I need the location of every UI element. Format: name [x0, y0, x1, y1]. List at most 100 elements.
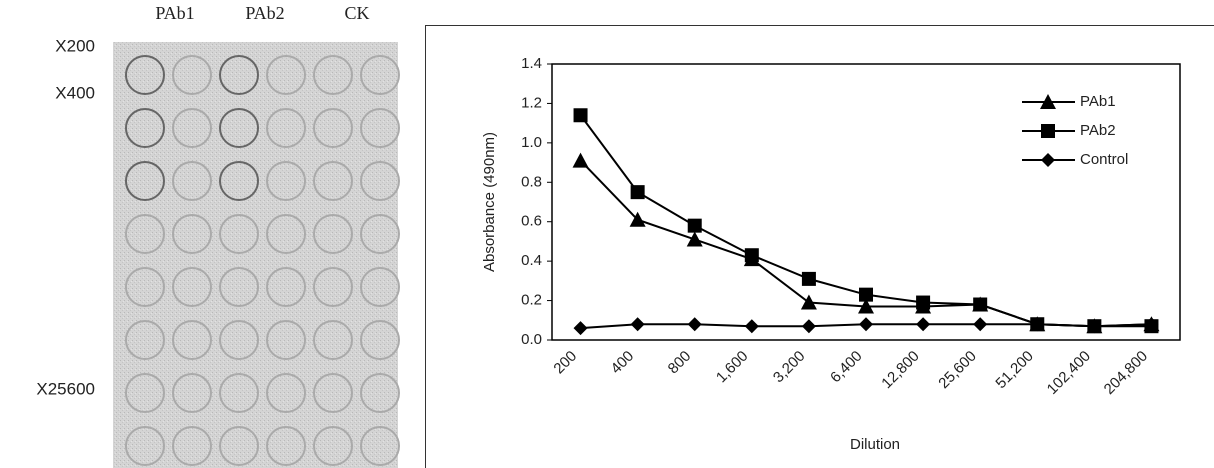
marker	[859, 287, 873, 302]
well	[125, 214, 165, 254]
well	[313, 426, 353, 466]
marker	[973, 297, 988, 312]
x-tick-label: 51,200	[992, 348, 1036, 392]
well	[313, 320, 353, 360]
y-tick-label: 1.0	[521, 134, 542, 151]
legend-marker	[1041, 153, 1055, 167]
well	[313, 267, 353, 307]
well	[360, 267, 400, 307]
marker	[916, 317, 931, 332]
well	[313, 161, 353, 201]
well	[360, 55, 400, 95]
row-label: X25600	[36, 379, 95, 398]
plate	[113, 42, 398, 468]
x-tick-label: 102,400	[1044, 348, 1094, 398]
x-tick-label: 12,800	[878, 348, 922, 392]
y-tick-label: 0.8	[521, 173, 542, 190]
column-label: PAb1	[155, 3, 194, 23]
well	[313, 108, 353, 148]
well	[360, 373, 400, 413]
well	[219, 373, 259, 413]
y-tick-label: 0.4	[521, 252, 542, 269]
marker	[572, 152, 589, 168]
legend-marker	[1040, 94, 1056, 109]
well	[266, 214, 306, 254]
well	[219, 426, 259, 466]
well	[125, 55, 165, 95]
legend-label: PAb2	[1080, 122, 1116, 139]
well	[266, 426, 306, 466]
well	[313, 214, 353, 254]
marker	[1144, 317, 1159, 332]
marker	[573, 321, 588, 336]
well	[172, 320, 212, 360]
y-axis-label: Absorbance (490nm)	[481, 132, 498, 272]
legend-marker	[1041, 124, 1055, 138]
column-label: PAb2	[245, 3, 284, 23]
well	[266, 55, 306, 95]
x-tick-label: 1,600	[713, 348, 752, 387]
well	[219, 320, 259, 360]
well	[266, 373, 306, 413]
marker	[573, 108, 588, 123]
well	[266, 161, 306, 201]
marker	[858, 298, 874, 314]
row-label: X200	[55, 36, 95, 55]
x-tick-label: 200	[550, 348, 580, 378]
well	[360, 214, 400, 254]
x-tick-label: 25,600	[935, 348, 979, 392]
marker	[630, 185, 645, 200]
well	[172, 108, 212, 148]
well	[360, 108, 400, 148]
y-tick-label: 0.2	[521, 292, 542, 309]
wells	[125, 55, 400, 466]
marker	[744, 319, 759, 334]
y-tick-label: 1.4	[521, 55, 542, 72]
well	[360, 426, 400, 466]
x-tick-label: 800	[665, 348, 695, 378]
well	[266, 108, 306, 148]
well	[219, 267, 259, 307]
well	[125, 426, 165, 466]
marker	[973, 317, 988, 332]
plate-photo	[113, 42, 400, 468]
marker	[686, 231, 703, 247]
well	[219, 161, 259, 201]
well	[172, 267, 212, 307]
y-tick-label: 0.0	[521, 331, 542, 348]
well	[172, 161, 212, 201]
well	[360, 161, 400, 201]
plot-area	[551, 63, 1181, 341]
y-tick-label: 1.2	[521, 94, 542, 111]
x-tick-label: 6,400	[827, 348, 866, 387]
well	[125, 320, 165, 360]
marker	[1087, 319, 1102, 334]
well	[172, 214, 212, 254]
y-tick-label: 0.6	[521, 213, 542, 230]
marker	[630, 317, 645, 332]
well	[219, 108, 259, 148]
marker	[859, 317, 873, 332]
marker	[1030, 317, 1045, 332]
x-tick-label: 204,800	[1101, 348, 1151, 398]
well	[219, 214, 259, 254]
well	[125, 373, 165, 413]
marker	[800, 294, 817, 310]
row-label: X400	[55, 83, 95, 102]
marker	[629, 211, 646, 227]
well	[266, 320, 306, 360]
column-label: CK	[344, 3, 369, 23]
chart-frame	[425, 25, 1214, 468]
marker	[687, 317, 702, 332]
marker	[744, 248, 759, 263]
well	[125, 267, 165, 307]
marker	[801, 271, 816, 286]
x-tick-label: 400	[608, 348, 638, 378]
well	[313, 55, 353, 95]
legend-label: PAb1	[1080, 93, 1116, 110]
well	[360, 320, 400, 360]
well	[125, 161, 165, 201]
well	[266, 267, 306, 307]
legend-label: Control	[1080, 151, 1128, 168]
